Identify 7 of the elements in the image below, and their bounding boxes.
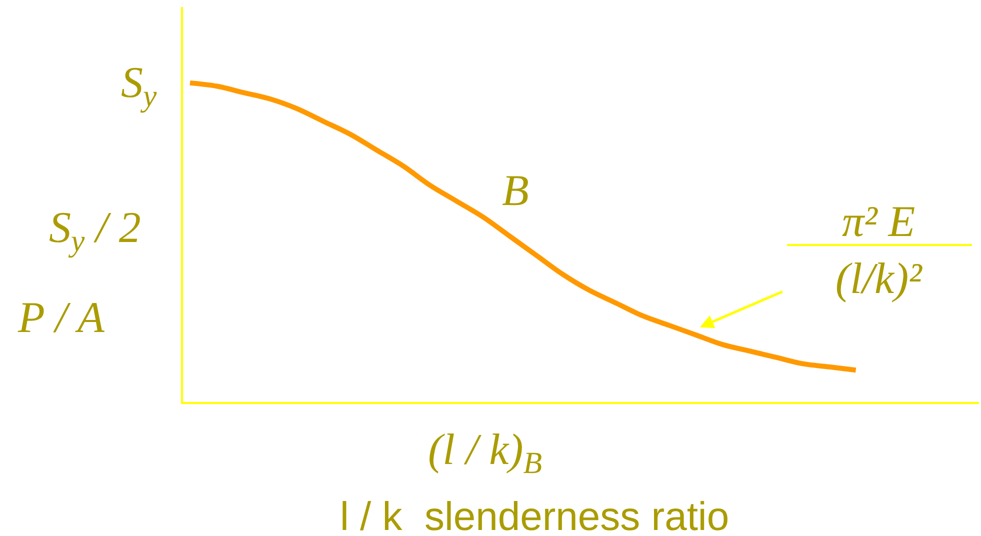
text: (l / k)$_{B}$ [428, 425, 542, 480]
text: S$_{y}$ / 2 [49, 203, 141, 258]
text: S$_{y}$ [121, 58, 157, 114]
annotation: π² E (l/k)² [835, 197, 923, 304]
y-axis-title: P / A [17, 293, 106, 342]
annotation: B [502, 166, 529, 215]
x-axis-title: l / k slenderness ratio [340, 495, 730, 536]
